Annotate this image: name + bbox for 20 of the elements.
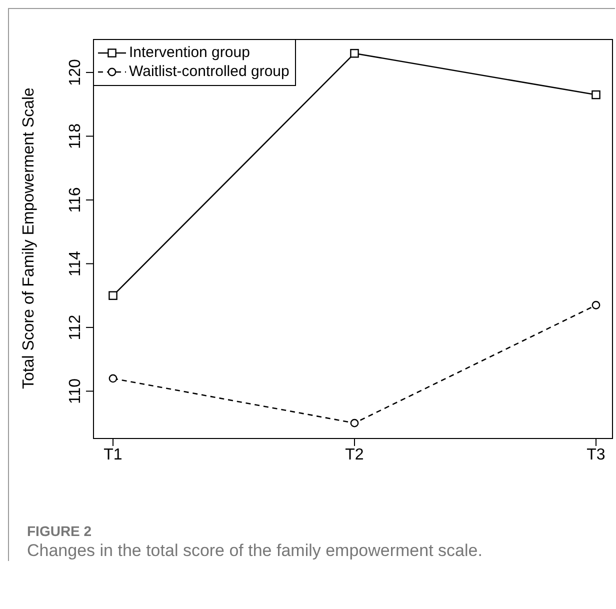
y-tick-label: 118	[67, 123, 84, 149]
y-tick-label: 120	[67, 59, 84, 86]
y-tick-label: 110	[67, 378, 84, 404]
y-axis-title: Total Score of Family Empowerment Scale	[20, 87, 38, 389]
x-tick-label: T1	[104, 446, 122, 464]
point	[592, 90, 600, 100]
point	[108, 291, 118, 300]
x-tick-label: T2	[345, 446, 364, 464]
caption: FIGURE 2	[26, 523, 93, 539]
text: Changes in the total score of the family empowerment scale.	[26, 541, 484, 561]
point	[108, 374, 118, 383]
y-tick-label: 114	[67, 250, 84, 276]
point	[350, 48, 359, 58]
legend-label: Intervention group	[129, 44, 250, 61]
y-tick-label: 116	[67, 187, 84, 213]
legend-label: Waitlist-controlled group	[129, 63, 290, 80]
y-tick-label: 112	[67, 314, 84, 340]
point	[350, 418, 359, 428]
point	[592, 300, 600, 310]
x-tick-label: T3	[586, 446, 606, 464]
